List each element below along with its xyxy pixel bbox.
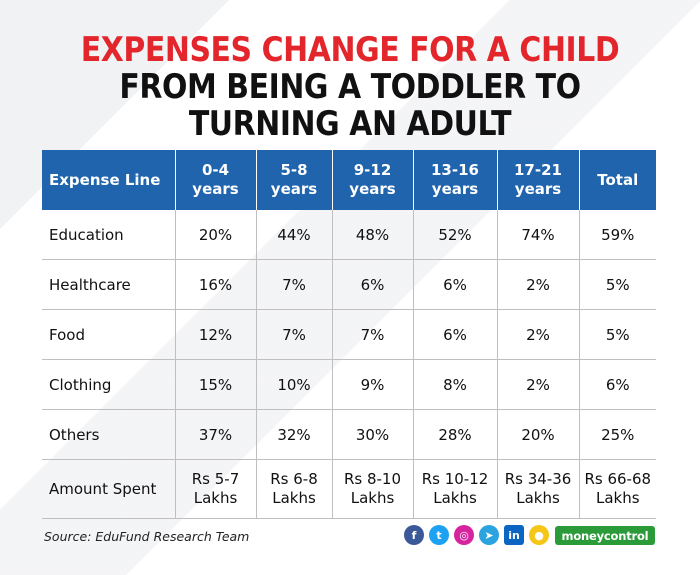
table-cell: 7% [255, 259, 332, 310]
table-cell: Rs 5-7 Lakhs [174, 459, 256, 519]
row-label: Amount Spent [42, 459, 175, 519]
row-label: Education [42, 210, 175, 260]
table-cell: 7% [255, 309, 332, 360]
table-cell: 32% [255, 409, 332, 460]
table-cell: 37% [174, 409, 256, 460]
koo-icon[interactable]: ● [529, 525, 549, 545]
title-line-1: EXPENSES CHANGE FOR A CHILD [80, 30, 620, 70]
table-cell: 25% [578, 409, 656, 460]
table-cell: 15% [174, 359, 256, 410]
row-label: Healthcare [42, 259, 175, 310]
row-label: Clothing [42, 359, 175, 410]
table-cell: 6% [412, 309, 497, 360]
table-cell: 59% [578, 210, 656, 260]
telegram-icon[interactable]: ➤ [479, 525, 499, 545]
header-0-4-years: 0-4 years [174, 150, 256, 210]
table-cell: Rs 34-36 Lakhs [496, 459, 579, 519]
header-5-8-years: 5-8 years [255, 150, 332, 210]
row-label: Food [42, 309, 175, 360]
table-cell: 2% [496, 309, 579, 360]
table-cell: 30% [331, 409, 413, 460]
table-cell: Rs 10-12 Lakhs [412, 459, 497, 519]
table-cell: Rs 8-10 Lakhs [331, 459, 413, 519]
table-cell: Rs 66-68 Lakhs [578, 459, 656, 519]
linkedin-icon[interactable]: in [504, 525, 524, 545]
table-cell: 5% [578, 259, 656, 310]
header-13-16-years: 13-16 years [412, 150, 497, 210]
table-cell: 9% [331, 359, 413, 410]
header-total: Total [578, 150, 656, 210]
page-title: EXPENSES CHANGE FOR A CHILD FROM BEING A… [42, 32, 658, 143]
expense-table: Expense Line 0-4 years 5-8 years 9-12 years… [42, 150, 656, 519]
table-cell: 12% [174, 309, 256, 360]
table-cell: 20% [174, 210, 256, 260]
table-header-row: Expense Line 0-4 years 5-8 years 9-12 years… [42, 150, 656, 210]
brand-logo[interactable]: moneycontrol [555, 526, 655, 545]
table-cell: 28% [412, 409, 497, 460]
table-cell: 74% [496, 210, 579, 260]
source-note: Source: EduFund Research Team [44, 529, 250, 544]
table-cell: 6% [412, 259, 497, 310]
table-row-food: Food 12% 7% 7% 6% 2% 5% [42, 309, 656, 360]
title-line-2: FROM BEING A TODDLER TO [119, 67, 581, 107]
header-17-21-years: 17-21 years [496, 150, 579, 210]
table-cell: 16% [174, 259, 256, 310]
table-cell: 10% [255, 359, 332, 410]
table-cell: 5% [578, 309, 656, 360]
table-cell: 7% [331, 309, 413, 360]
header-9-12-years: 9-12 years [331, 150, 413, 210]
table-row-others: Others 37% 32% 30% 28% 20% 25% [42, 409, 656, 460]
instagram-icon[interactable]: ◎ [454, 525, 474, 545]
social-icons: f t ◎ ➤ in ● [404, 525, 549, 545]
table-cell: 48% [331, 210, 413, 260]
table-cell: 8% [412, 359, 497, 410]
table-cell: 44% [255, 210, 332, 260]
header-expense-line: Expense Line [42, 150, 175, 210]
table-row-healthcare: Healthcare 16% 7% 6% 6% 2% 5% [42, 259, 656, 310]
table-row-education: Education 20% 44% 48% 52% 74% 59% [42, 210, 656, 260]
table-row-clothing: Clothing 15% 10% 9% 8% 2% 6% [42, 359, 656, 410]
table-cell: 52% [412, 210, 497, 260]
table-cell: 20% [496, 409, 579, 460]
table-cell: 6% [578, 359, 656, 410]
table-cell: 6% [331, 259, 413, 310]
title-line-3: TURNING AN ADULT [188, 104, 512, 144]
row-label: Others [42, 409, 175, 460]
table-cell: 2% [496, 359, 579, 410]
twitter-icon[interactable]: t [429, 525, 449, 545]
table-row-amount-spent: Amount Spent Rs 5-7 Lakhs Rs 6-8 Lakhs Rs … [42, 459, 656, 519]
table-cell: 2% [496, 259, 579, 310]
facebook-icon[interactable]: f [404, 525, 424, 545]
table-cell: Rs 6-8 Lakhs [255, 459, 332, 519]
